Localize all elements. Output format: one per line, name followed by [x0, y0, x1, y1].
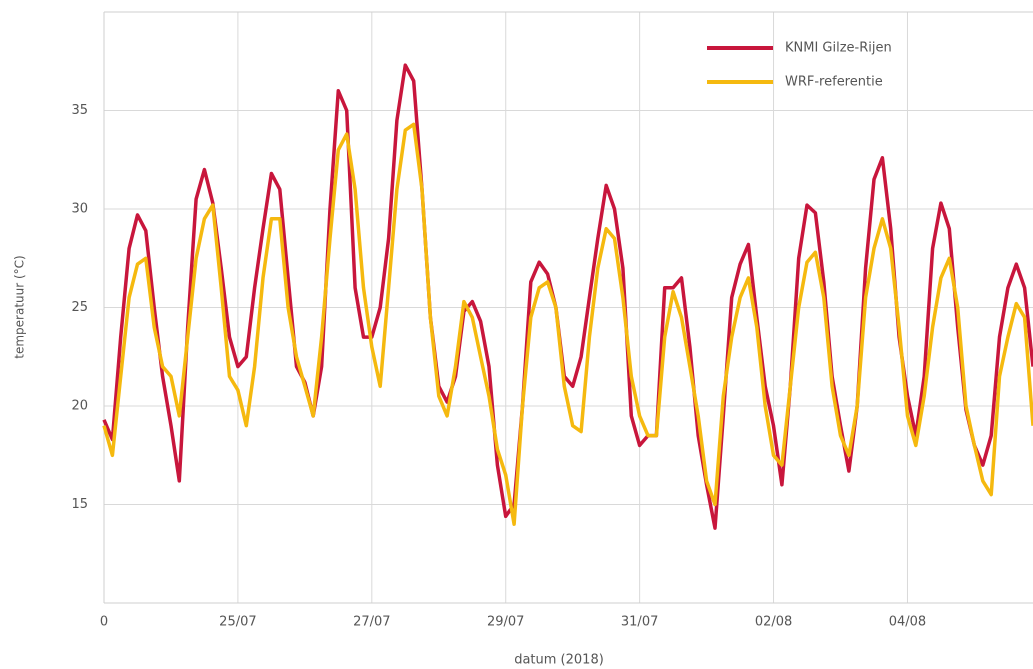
y-tick-label: 15: [71, 497, 88, 512]
x-tick-label: 29/07: [487, 615, 524, 630]
x-tick-label: 31/07: [621, 615, 658, 630]
x-tick-label: 27/07: [353, 615, 390, 630]
y-tick-label: 25: [71, 300, 88, 315]
series-line: [102, 122, 1033, 526]
legend-label: WRF-referentie: [785, 75, 883, 90]
y-tick-label: 35: [71, 103, 88, 118]
series-line: [102, 63, 1033, 530]
y-tick-label: 30: [71, 202, 88, 217]
legend-label: KNMI Gilze-Rijen: [785, 41, 892, 56]
x-tick-label: 02/08: [755, 615, 792, 630]
x-tick-label: 25/07: [219, 615, 256, 630]
x-tick-label: 04/08: [889, 615, 926, 630]
y-tick-label: 20: [71, 399, 88, 414]
x-tick-label: 0: [100, 615, 108, 630]
y-axis-label: temperatuur (°C): [13, 255, 27, 358]
x-axis-label: datum (2018): [514, 653, 604, 668]
